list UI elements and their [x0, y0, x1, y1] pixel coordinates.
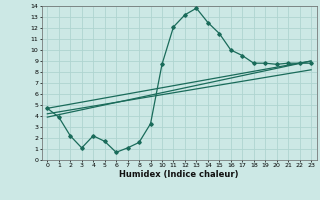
X-axis label: Humidex (Indice chaleur): Humidex (Indice chaleur) [119, 170, 239, 179]
